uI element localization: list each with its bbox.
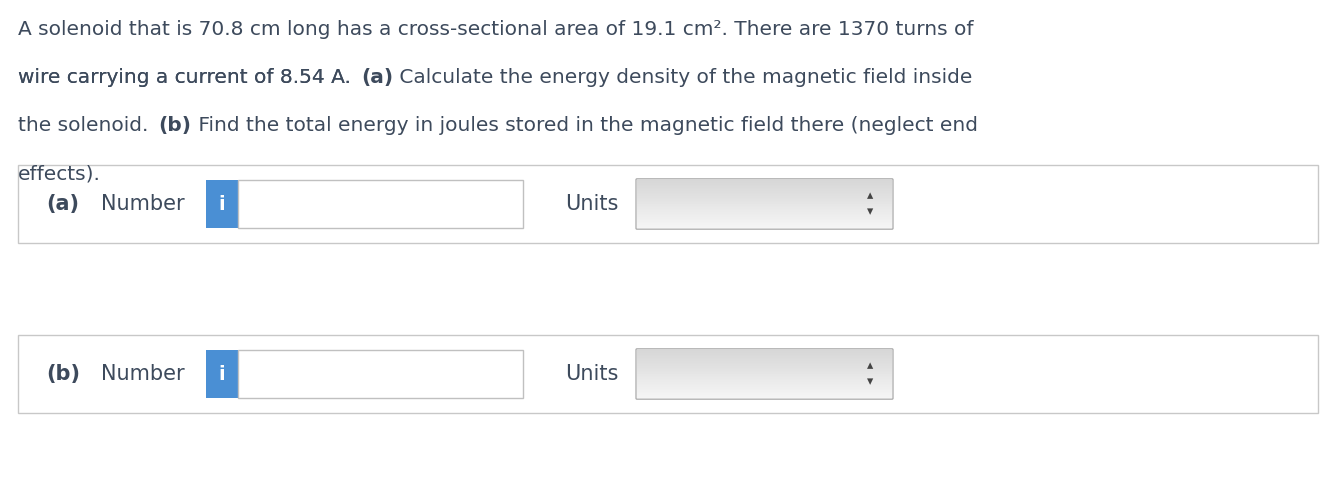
Bar (637, 351, 892, 353)
Bar (637, 366, 892, 368)
Bar (637, 384, 892, 385)
Bar (637, 209, 892, 211)
Text: ▾: ▾ (867, 205, 874, 218)
Text: Number: Number (102, 364, 184, 384)
Bar (637, 369, 892, 371)
Text: wire carrying a current of 8.54 A.: wire carrying a current of 8.54 A. (17, 68, 361, 87)
Bar (637, 214, 892, 215)
Bar (637, 380, 892, 382)
Bar (637, 361, 892, 363)
Text: Units: Units (565, 194, 619, 214)
Bar (637, 382, 892, 384)
Bar (206, 350, 238, 398)
Bar (637, 385, 892, 387)
Bar (637, 353, 892, 355)
Bar (637, 188, 892, 189)
Bar (637, 393, 892, 395)
Bar (637, 360, 892, 361)
Bar (637, 191, 892, 193)
Text: wire carrying a current of 8.54 A.: wire carrying a current of 8.54 A. (17, 68, 361, 87)
Text: ▾: ▾ (867, 375, 874, 388)
Bar (637, 189, 892, 191)
Bar (637, 185, 892, 186)
Bar (637, 367, 892, 369)
Text: (a): (a) (45, 194, 79, 214)
Bar (637, 196, 892, 198)
Bar (637, 220, 892, 222)
Bar (637, 218, 892, 220)
Bar (637, 388, 892, 390)
Text: ▴: ▴ (867, 360, 874, 373)
Bar (637, 183, 892, 185)
Text: (b): (b) (45, 364, 80, 384)
Bar (637, 225, 892, 227)
Bar (637, 202, 892, 204)
Bar (637, 193, 892, 194)
Bar (637, 390, 892, 392)
Bar (637, 217, 892, 218)
Bar (637, 227, 892, 228)
Bar (637, 362, 892, 364)
Text: Find the total energy in joules stored in the magnetic field there (neglect end: Find the total energy in joules stored i… (191, 116, 978, 135)
Text: ▴: ▴ (867, 189, 874, 202)
Bar (637, 205, 892, 207)
Text: Calculate the energy density of the magnetic field inside: Calculate the energy density of the magn… (393, 68, 973, 87)
Bar (637, 181, 892, 183)
Bar (637, 201, 892, 202)
Bar (637, 387, 892, 388)
Bar (637, 356, 892, 358)
Text: i: i (219, 195, 226, 214)
Text: Units: Units (565, 364, 619, 384)
Bar (637, 392, 892, 393)
Bar (637, 199, 892, 201)
Text: i: i (219, 364, 226, 384)
Text: effects).: effects). (17, 164, 102, 183)
Bar (637, 194, 892, 196)
Bar (637, 374, 892, 375)
Bar (637, 215, 892, 217)
Bar (637, 222, 892, 223)
Bar (238, 180, 522, 228)
Bar (637, 350, 892, 351)
Bar (637, 198, 892, 199)
Bar (637, 355, 892, 356)
Bar (238, 350, 522, 398)
Bar (637, 372, 892, 374)
Bar (17, 335, 1319, 413)
Bar (637, 223, 892, 225)
Bar (637, 207, 892, 209)
Bar (637, 371, 892, 373)
Bar (637, 210, 892, 212)
Text: Number: Number (102, 194, 184, 214)
Bar (637, 204, 892, 206)
Bar (637, 375, 892, 377)
Bar (637, 395, 892, 397)
Bar (17, 165, 1319, 243)
Text: A solenoid that is 70.8 cm long has a cross-sectional area of 19.1 cm². There ar: A solenoid that is 70.8 cm long has a cr… (17, 20, 974, 39)
Bar (637, 212, 892, 214)
Bar (637, 358, 892, 360)
Text: (a): (a) (361, 68, 393, 87)
Bar (637, 397, 892, 398)
Text: (b): (b) (159, 116, 191, 135)
Text: the solenoid.: the solenoid. (17, 116, 159, 135)
Bar (637, 377, 892, 379)
Bar (637, 364, 892, 366)
Bar (637, 379, 892, 380)
Bar (637, 186, 892, 188)
Bar (206, 180, 238, 228)
Bar (637, 180, 892, 181)
